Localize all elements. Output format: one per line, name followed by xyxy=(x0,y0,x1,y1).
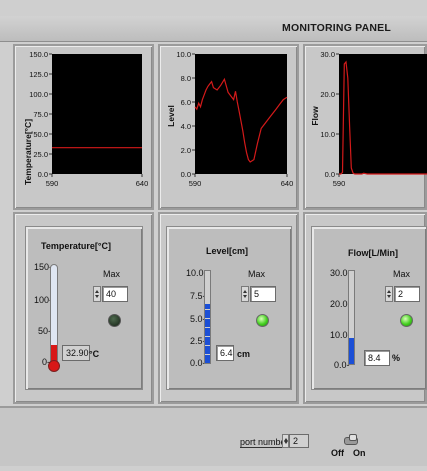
temperature-tick-50: 50- xyxy=(38,326,52,336)
flow-gauge-title: Flow[L/Min] xyxy=(348,248,398,258)
flow-tick-0: 0.0- xyxy=(334,360,350,370)
level-max-label: Max xyxy=(248,269,266,279)
flow-max-spinner[interactable] xyxy=(385,286,393,302)
temperature-plot-area xyxy=(52,54,142,174)
flow-value-indicator: 8.4 xyxy=(364,350,390,366)
temperature-tick-100: 100- xyxy=(34,295,53,305)
temperature-thermometer xyxy=(50,264,58,368)
temperature-thermometer-bulb xyxy=(48,360,60,372)
temperature-ytick-label: 25.0 xyxy=(33,150,48,159)
temperature-value-indicator: 32.90 xyxy=(62,345,90,361)
flow-chart-ylabel: Flow xyxy=(310,106,320,126)
level-gauge-panel xyxy=(158,212,299,404)
flow-max-label: Max xyxy=(393,269,411,279)
off-label: Off xyxy=(331,448,344,458)
level-ytick-label: 4.0 xyxy=(181,122,191,131)
level-max-input[interactable]: 5 xyxy=(250,286,276,302)
level-xtick-label: 640 xyxy=(281,179,294,188)
temperature-gauge-title: Temperature[°C] xyxy=(41,241,111,251)
flow-ytick-label: 10.0 xyxy=(320,130,335,139)
temperature-thermometer-fill xyxy=(51,344,57,367)
flow-tick-30: 30.0- xyxy=(330,268,351,278)
level-plot-area xyxy=(195,54,287,174)
temperature-max-input[interactable]: 40 xyxy=(102,286,128,302)
level-xticks: 590 640 xyxy=(189,174,294,188)
level-chart: Level 10.0 8.0 6.0 4.0 2.0 0.0 590 640 xyxy=(166,50,294,188)
flow-trace xyxy=(339,60,427,175)
flow-chart: Flow 30.0 20.0 10.0 0.0 590 xyxy=(310,50,427,188)
level-value-indicator: 6.4 xyxy=(216,345,234,361)
temperature-chart-ylabel: Temperature[°C] xyxy=(23,119,33,185)
temperature-tick-0: 0- xyxy=(42,357,51,367)
temperature-yticks: 150.0 125.0 100.0 75.0 50.0 25.0 0.0 xyxy=(29,50,52,179)
flow-tick-10: 10.0- xyxy=(330,330,351,340)
flow-tank-fill xyxy=(349,337,354,364)
port-number-label: port number xyxy=(240,437,289,448)
flow-max-input[interactable]: 2 xyxy=(394,286,420,302)
level-max-spinner[interactable] xyxy=(241,286,249,302)
port-number-spinner[interactable] xyxy=(282,434,289,448)
on-label: On xyxy=(353,448,366,458)
flow-plot-area xyxy=(339,54,427,174)
temperature-xticks: 590 640 xyxy=(46,174,149,188)
port-number-input[interactable]: 2 xyxy=(289,434,309,448)
flow-tick-20: 20.0- xyxy=(330,299,351,309)
level-xtick-label: 590 xyxy=(189,179,202,188)
temperature-chart: Temperature[°C] 150.0 125.0 100.0 75.0 50.0 2… xyxy=(23,50,149,188)
level-tank xyxy=(204,270,211,364)
flow-ytick-label: 20.0 xyxy=(320,90,335,99)
temperature-ytick-label: 125.0 xyxy=(29,70,48,79)
flow-tank xyxy=(348,270,355,365)
level-trace xyxy=(194,77,288,163)
flow-gauge-panel xyxy=(303,212,427,404)
level-ytick-label: 10.0 xyxy=(176,50,191,59)
temperature-xtick-label: 640 xyxy=(136,179,149,188)
temperature-ytick-label: 150.0 xyxy=(29,50,48,59)
level-tick-0: 0.0- xyxy=(190,358,206,368)
temperature-ytick-label: 0.0 xyxy=(38,170,48,179)
flow-ytick-label: 30.0 xyxy=(320,50,335,59)
level-yticks: 10.0 8.0 6.0 4.0 2.0 0.0 xyxy=(176,50,195,179)
level-ytick-label: 2.0 xyxy=(181,146,191,155)
level-tick-7-5: 7.5- xyxy=(190,291,206,301)
level-ytick-label: 0.0 xyxy=(181,170,191,179)
level-tick-2-5: 2.5- xyxy=(190,336,206,346)
temperature-unit: °C xyxy=(89,349,100,359)
panel-title: MONITORING PANEL xyxy=(282,22,391,34)
flow-xtick-label: 590 xyxy=(333,179,346,188)
temperature-max-label: Max xyxy=(103,269,121,279)
level-tank-fill xyxy=(205,304,210,363)
level-ytick-label: 6.0 xyxy=(181,98,191,107)
level-tick-10: 10.0- xyxy=(186,268,207,278)
temperature-xtick-label: 590 xyxy=(46,179,59,188)
level-chart-ylabel: Level xyxy=(166,105,176,127)
temperature-gauge-panel xyxy=(13,212,154,404)
port-toggle-knob[interactable] xyxy=(349,434,357,441)
temperature-ytick-label: 100.0 xyxy=(29,90,48,99)
temperature-tick-150: 150- xyxy=(34,262,53,272)
level-gauge-title: Level[cm] xyxy=(206,246,249,256)
level-ytick-label: 8.0 xyxy=(181,74,191,83)
title-bar: MONITORING PANEL xyxy=(0,16,427,42)
level-alarm-led xyxy=(256,314,269,327)
temperature-max-spinner[interactable] xyxy=(93,286,101,302)
flow-yticks: 30.0 20.0 10.0 0.0 xyxy=(320,50,339,179)
level-tick-5: 5.0- xyxy=(190,314,206,324)
temperature-alarm-led xyxy=(108,314,121,327)
flow-unit: % xyxy=(392,353,401,363)
level-unit: cm xyxy=(237,349,251,359)
temperature-gauge-box xyxy=(25,226,143,390)
flow-alarm-led xyxy=(400,314,413,327)
temperature-ytick-label: 75.0 xyxy=(33,110,48,119)
flow-ytick-label: 0.0 xyxy=(325,170,335,179)
level-gauge-box xyxy=(166,226,292,390)
temperature-ytick-label: 50.0 xyxy=(33,130,48,139)
